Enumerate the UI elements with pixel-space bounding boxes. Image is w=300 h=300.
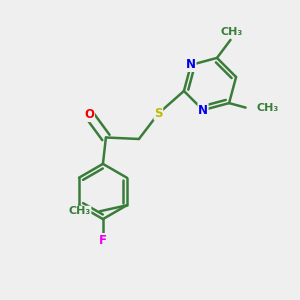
Text: CH₃: CH₃ xyxy=(221,27,243,38)
Text: S: S xyxy=(154,107,163,120)
Text: F: F xyxy=(99,234,107,247)
Text: N: N xyxy=(198,103,208,117)
Text: N: N xyxy=(186,58,196,71)
Text: CH₃: CH₃ xyxy=(69,206,91,216)
Text: CH₃: CH₃ xyxy=(256,103,278,112)
Text: O: O xyxy=(84,109,94,122)
